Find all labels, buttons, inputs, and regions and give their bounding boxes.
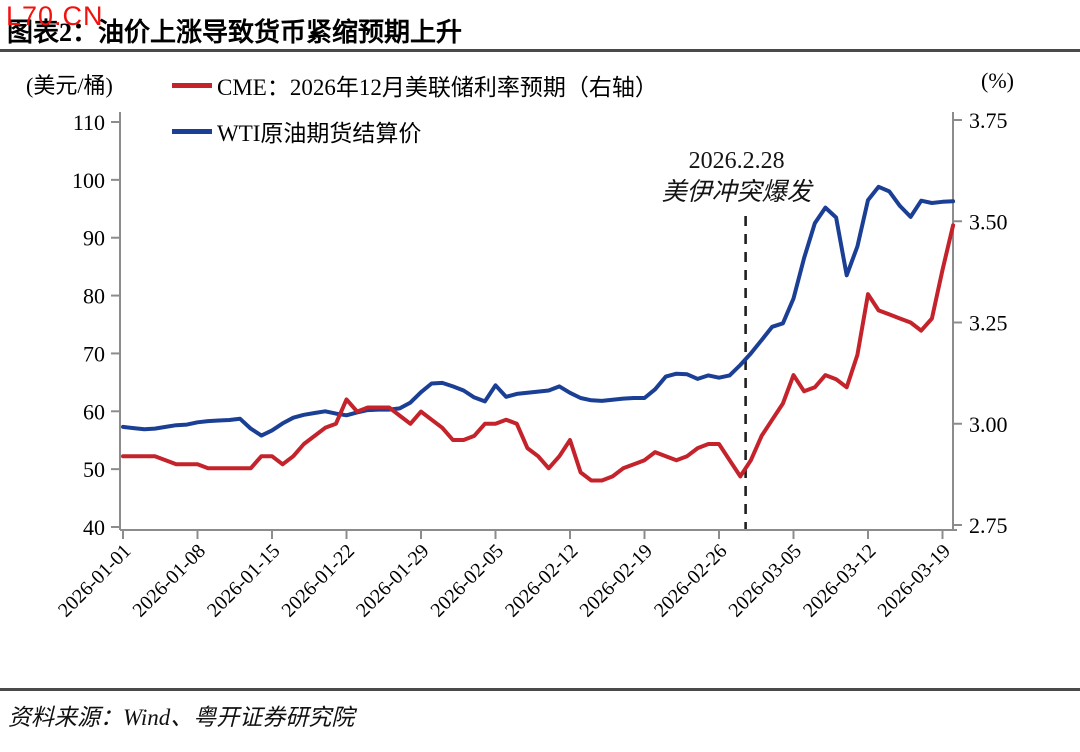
left-axis-tick-label: 80 xyxy=(83,284,105,309)
site-watermark: L70.CN xyxy=(6,1,104,31)
left-axis-tick-label: 50 xyxy=(83,457,105,482)
wti-price-series xyxy=(121,184,956,438)
x-axis-tick-label: 2026-02-12 xyxy=(501,540,583,622)
right-axis-tick-label: 3.25 xyxy=(969,311,1008,336)
x-axis-tick-label: 2026-02-05 xyxy=(426,540,508,622)
left-axis-tick-label: 40 xyxy=(83,515,105,540)
x-axis-tick-label: 2026-01-15 xyxy=(203,540,285,622)
source-note: 资料来源：Wind、粤开证券研究院 xyxy=(8,705,355,730)
event-annotation-date: 2026.2.28 xyxy=(689,148,785,174)
right-axis-tick-label: 3.75 xyxy=(969,108,1008,133)
x-axis-tick-label: 2026-03-19 xyxy=(873,540,955,622)
legend-label-cme-rate: CME：2026年12月美联储利率预期（右轴） xyxy=(217,75,658,100)
x-axis-tick-label: 2026-02-19 xyxy=(575,540,657,622)
left-axis-tick-label: 60 xyxy=(83,399,105,424)
legend-swatch-blue-line xyxy=(172,128,212,134)
legend-label-wti: WTI原油期货结算价 xyxy=(217,121,422,146)
left-axis-tick-label: 70 xyxy=(83,341,105,366)
left-axis-tick-label: 90 xyxy=(83,226,105,251)
left-axis-tick-label: 110 xyxy=(73,110,105,135)
event-annotation-label: 美伊冲突爆发 xyxy=(662,178,815,206)
left-axis-unit: (美元/桶) xyxy=(26,73,113,98)
right-axis-tick-label: 2.75 xyxy=(969,513,1008,538)
x-axis-tick-label: 2026-02-26 xyxy=(650,540,732,622)
x-axis-tick-label: 2026-01-22 xyxy=(277,540,359,622)
right-axis-tick-label: 3.00 xyxy=(969,412,1008,437)
x-axis-tick-label: 2026-01-01 xyxy=(54,540,136,622)
footer-divider xyxy=(0,688,1080,691)
x-axis-tick-label: 2026-03-12 xyxy=(799,540,881,622)
right-axis-tick-label: 3.50 xyxy=(969,209,1008,234)
legend-swatch-red-line xyxy=(172,82,212,88)
x-axis-tick-label: 2026-01-08 xyxy=(128,540,210,622)
x-axis-tick-label: 2026-03-05 xyxy=(724,540,806,622)
cme-rate-series xyxy=(121,223,956,483)
legend-item-wti: WTI原油期货结算价 xyxy=(172,108,658,154)
chart-legend: CME：2026年12月美联储利率预期（右轴） WTI原油期货结算价 xyxy=(172,62,658,154)
legend-item-cme-rate: CME：2026年12月美联储利率预期（右轴） xyxy=(172,62,658,108)
axes xyxy=(111,112,962,539)
right-axis-unit: (%) xyxy=(981,68,1014,93)
title-divider xyxy=(0,49,1080,52)
x-axis-tick-label: 2026-01-29 xyxy=(352,540,434,622)
left-axis-tick-label: 100 xyxy=(72,168,105,193)
figure-title: 图表2：油价上涨导致货币紧缩预期上升 xyxy=(7,18,463,47)
